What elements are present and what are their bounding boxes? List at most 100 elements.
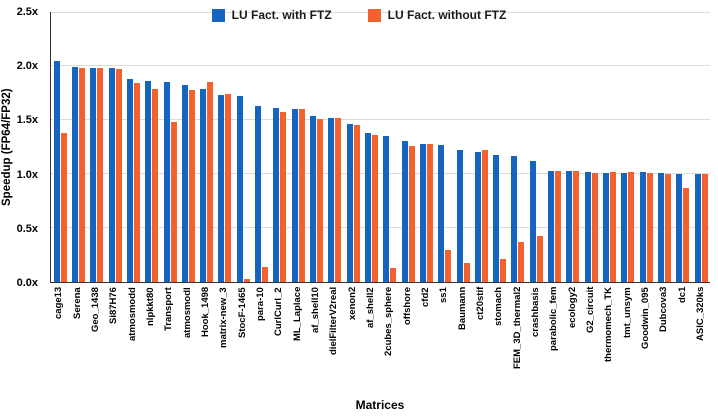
legend: LU Fact. with FTZ LU Fact. without FTZ (0, 8, 718, 22)
bar-without-ftz (555, 170, 562, 282)
x-axis-title: Matrices (355, 398, 405, 412)
bar-group (124, 12, 142, 282)
bar-with-ftz (218, 95, 225, 282)
bar-without-ftz (280, 112, 287, 282)
x-tick-label: 2cubes_sphere (383, 287, 395, 357)
bar-with-ftz (639, 171, 646, 282)
x-tick-label: cfd2 (419, 287, 431, 307)
bar-without-ftz (353, 125, 360, 282)
bar-group (143, 12, 161, 282)
bar-without-ftz (298, 109, 305, 282)
legend-label-without-ftz: LU Fact. without FTZ (387, 8, 507, 22)
bar-with-ftz (291, 109, 298, 282)
bar-group (198, 12, 216, 282)
bar-with-ftz (529, 161, 536, 282)
x-tick-label: Transport (163, 287, 175, 331)
bar-without-ftz (371, 135, 378, 282)
x-tick-label: atmosmodd (126, 287, 138, 341)
bar-group (600, 12, 618, 282)
x-tick-label: Baumann (456, 287, 468, 331)
bar-with-ftz (419, 143, 426, 282)
bar-with-ftz (621, 172, 628, 282)
bar-without-ftz (170, 122, 177, 282)
bar-group (399, 12, 417, 282)
x-tick-label: FEM_3D_thermal2 (511, 287, 523, 370)
x-tick-label: Goodwin_095 (639, 287, 651, 349)
bar-without-ftz (573, 170, 580, 282)
x-tick-label: CurlCurl_2 (273, 287, 285, 336)
bar-group (234, 12, 252, 282)
bar-without-ftz (317, 118, 324, 282)
x-tick-label: af_shell2 (364, 287, 376, 328)
gridline (51, 65, 710, 66)
bar-group (344, 12, 362, 282)
x-tick-cell: atmosmodl (178, 287, 196, 391)
x-tick-cell: atmosmodd (123, 287, 141, 391)
bar-with-ftz (566, 170, 573, 282)
bar-group (179, 12, 197, 282)
gridline (51, 227, 710, 228)
x-tick-cell: Dubcova3 (655, 287, 673, 391)
x-tick-cell: Transport (160, 287, 178, 391)
bar-with-ftz (145, 81, 152, 282)
x-tick-cell: Serena (68, 287, 86, 391)
bar-with-ftz (53, 60, 60, 282)
x-tick-label: Dubcova3 (658, 287, 670, 333)
bar-with-ftz (108, 68, 115, 282)
plot-area (50, 12, 710, 283)
bar-with-ftz (676, 174, 683, 282)
bar-group (509, 12, 527, 282)
bar-with-ftz (346, 124, 353, 282)
bar-with-ftz (401, 140, 408, 282)
bar-without-ftz (500, 259, 507, 282)
bar-groups (51, 12, 710, 282)
x-tick-label: atmosmodl (181, 287, 193, 338)
legend-item-without-ftz: LU Fact. without FTZ (367, 8, 507, 22)
bar-without-ftz (225, 94, 232, 282)
x-tick-cell: cfd2 (417, 287, 435, 391)
bar-group (619, 12, 637, 282)
x-tick-cell: matrix-new_3 (215, 287, 233, 391)
bar-with-ftz (255, 105, 262, 282)
bar-without-ftz (463, 262, 470, 282)
bar-group (692, 12, 710, 282)
x-tick-cell: ss1 (435, 287, 453, 391)
x-tick-label: tmt_unsym (621, 287, 633, 338)
bar-without-ftz (664, 174, 671, 282)
bar-without-ftz (262, 266, 269, 282)
bar-with-ftz (126, 78, 133, 282)
bar-without-ftz (481, 150, 488, 282)
x-tick-label: dc1 (676, 287, 688, 304)
bar-group (637, 12, 655, 282)
bar-with-ftz (603, 172, 610, 282)
x-tick-label: G2_circuit (584, 287, 596, 334)
x-tick-cell: offshore (398, 287, 416, 391)
x-tick-label: ASIC_320ks (694, 287, 706, 342)
x-tick-label: nlpkkt80 (145, 287, 157, 326)
bar-without-ftz (445, 249, 452, 282)
x-tick-label: parabolic_fem (548, 287, 560, 352)
bar-group (674, 12, 692, 282)
y-tick-label: 2.0x (16, 60, 38, 73)
bar-with-ftz (548, 170, 555, 282)
bar-without-ftz (628, 171, 635, 282)
bar-group (216, 12, 234, 282)
y-tick-label: 0.0x (16, 277, 38, 289)
x-tick-label: af_shell10 (310, 287, 321, 333)
x-tick-label: matrix-new_3 (218, 287, 230, 348)
bar-without-ftz (683, 188, 690, 282)
bar-group (106, 12, 124, 282)
bar-with-ftz (584, 171, 591, 282)
x-tick-label: ecology2 (566, 287, 578, 329)
bar-with-ftz (694, 174, 701, 282)
bar-with-ftz (181, 85, 188, 282)
x-tick-label: dielFilterV2real (328, 287, 340, 356)
bar-with-ftz (71, 67, 78, 282)
legend-item-with-ftz: LU Fact. with FTZ (211, 8, 332, 22)
bar-group (307, 12, 325, 282)
bar-with-ftz (163, 82, 170, 282)
x-tick-cell: Si87H76 (105, 287, 123, 391)
x-tick-label: ss1 (438, 287, 450, 303)
bar-with-ftz (438, 144, 445, 282)
